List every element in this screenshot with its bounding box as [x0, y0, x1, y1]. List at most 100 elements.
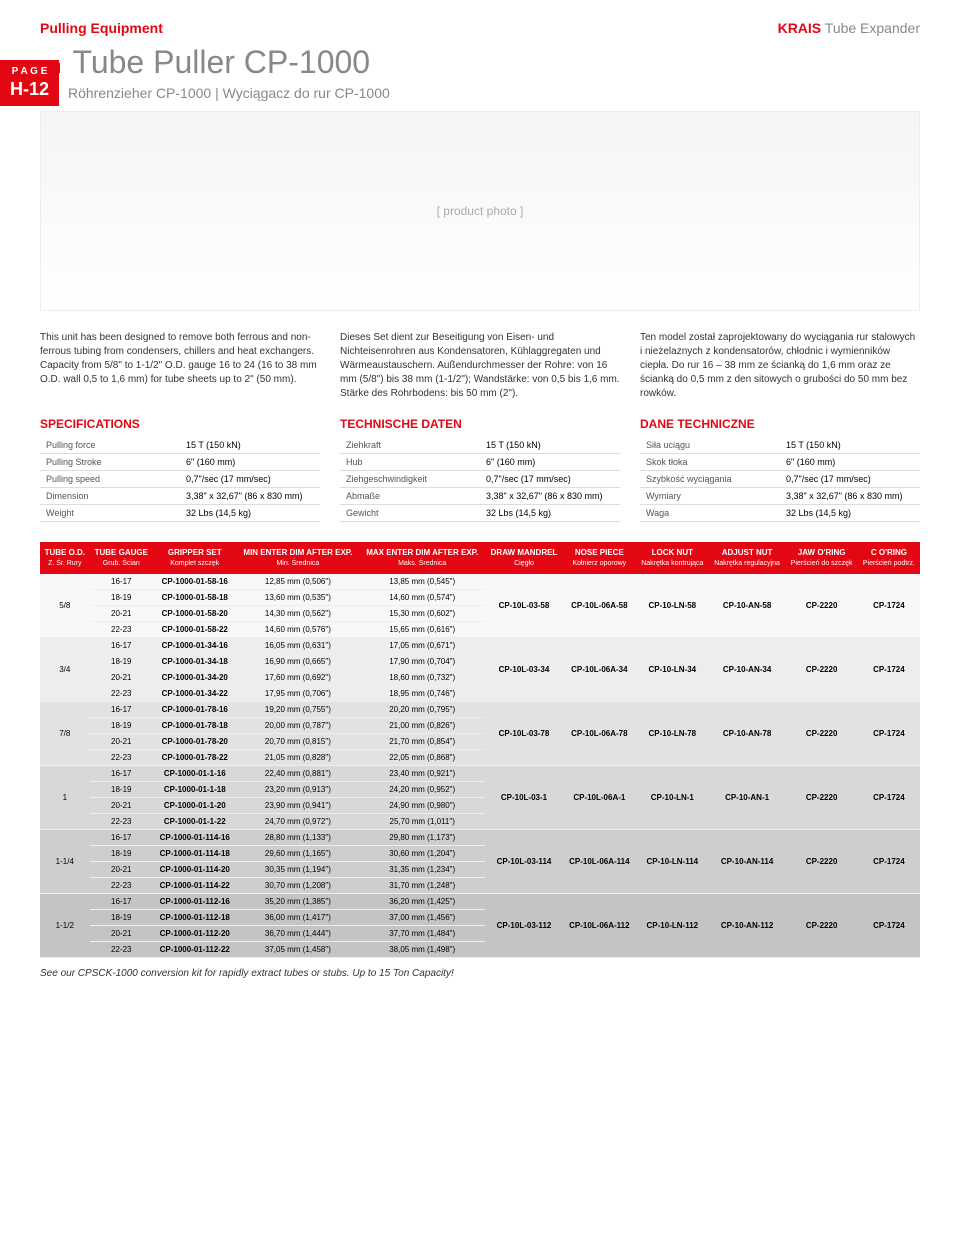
nose-cell: CP-10L-06A-78 [563, 701, 636, 765]
spec-cell: 0,7"/sec (17 mm/sec) [480, 471, 620, 488]
min-cell: 30,70 mm (1,208") [237, 877, 360, 893]
max-cell: 37,70 mm (1,484") [359, 925, 485, 941]
max-cell: 15,65 mm (0,616") [359, 621, 485, 637]
gauge-cell: 22-23 [90, 941, 153, 957]
gauge-cell: 18-19 [90, 845, 153, 861]
spec-cell: 15 T (150 kN) [780, 437, 920, 454]
max-cell: 31,35 mm (1,234") [359, 861, 485, 877]
max-cell: 18,95 mm (0,746") [359, 685, 485, 701]
cring-cell: CP-1724 [858, 893, 920, 957]
min-cell: 23,90 mm (0,941") [237, 797, 360, 813]
mandrel-cell: CP-10L-03-114 [485, 829, 563, 893]
gauge-cell: 22-23 [90, 621, 153, 637]
spec-col-2: DANE TECHNICZNESiła uciągu15 T (150 kN)S… [640, 417, 920, 522]
spec-cell: Dimension [40, 488, 180, 505]
max-cell: 22,05 mm (0,868") [359, 749, 485, 765]
mandrel-cell: CP-10L-03-34 [485, 637, 563, 701]
spec-cell: Abmaße [340, 488, 480, 505]
table-header: TUBE O.D.Z. Śr. Rury [40, 542, 90, 574]
spec-cell: 0,7"/sec (17 mm/sec) [780, 471, 920, 488]
spec-title: DANE TECHNICZNE [640, 417, 920, 431]
description-col-1: Dieses Set dient zur Beseitigung von Eis… [340, 331, 620, 401]
main-title: Tube Puller CP-1000 [72, 44, 370, 80]
max-cell: 38,05 mm (1,498") [359, 941, 485, 957]
brand-red: KRAIS [778, 20, 822, 36]
spec-cell: 15 T (150 kN) [480, 437, 620, 454]
table-header: JAW O'RINGPierścień do szczęk [785, 542, 857, 574]
adjust-cell: CP-10-AN-58 [709, 574, 786, 638]
spec-cell: Wymiary [640, 488, 780, 505]
gauge-cell: 16-17 [90, 574, 153, 590]
gripper-cell: CP-1000-01-112-18 [153, 909, 237, 925]
cring-cell: CP-1724 [858, 574, 920, 638]
gauge-cell: 22-23 [90, 685, 153, 701]
gauge-cell: 22-23 [90, 877, 153, 893]
min-cell: 28,80 mm (1,133") [237, 829, 360, 845]
footnote: See our CPSCK-1000 conversion kit for ra… [40, 968, 920, 979]
max-cell: 13,85 mm (0,545") [359, 574, 485, 590]
gripper-cell: CP-1000-01-78-20 [153, 733, 237, 749]
table-row: 7/816-17CP-1000-01-78-1619,20 mm (0,755"… [40, 701, 920, 717]
lock-cell: CP-10-LN-1 [636, 765, 709, 829]
max-cell: 29,80 mm (1,173") [359, 829, 485, 845]
spec-cell: 3,38" x 32,67" (86 x 830 mm) [780, 488, 920, 505]
table-header: TUBE GAUGEGrub. Ścian [90, 542, 153, 574]
spec-cell: 32 Lbs (14,5 kg) [180, 505, 320, 522]
brand-sub: Tube Expander [825, 20, 920, 36]
table-header: DRAW MANDRELCięgło [485, 542, 563, 574]
spec-cell: Waga [640, 505, 780, 522]
description-columns: This unit has been designed to remove bo… [40, 331, 920, 401]
gripper-cell: CP-1000-01-34-16 [153, 637, 237, 653]
spec-cell: Skok tłoka [640, 454, 780, 471]
od-cell: 3/4 [40, 637, 90, 701]
spec-cell: 6" (160 mm) [180, 454, 320, 471]
table-header: MIN ENTER DIM AFTER EXP.Min. Średnica [237, 542, 360, 574]
product-image: [ product photo ] [40, 111, 920, 311]
spec-title: SPECIFICATIONS [40, 417, 320, 431]
min-cell: 36,70 mm (1,444") [237, 925, 360, 941]
lock-cell: CP-10-LN-78 [636, 701, 709, 765]
min-cell: 23,20 mm (0,913") [237, 781, 360, 797]
max-cell: 21,00 mm (0,826") [359, 717, 485, 733]
od-cell: 5/8 [40, 574, 90, 638]
gripper-cell: CP-1000-01-34-20 [153, 669, 237, 685]
spec-cell: 32 Lbs (14,5 kg) [480, 505, 620, 522]
gauge-cell: 20-21 [90, 669, 153, 685]
gauge-cell: 18-19 [90, 909, 153, 925]
min-cell: 35,20 mm (1,385") [237, 893, 360, 909]
min-cell: 20,70 mm (0,815") [237, 733, 360, 749]
min-cell: 13,60 mm (0,535") [237, 589, 360, 605]
mandrel-cell: CP-10L-03-78 [485, 701, 563, 765]
description-col-2: Ten model został zaprojektowany do wycią… [640, 331, 920, 401]
min-cell: 14,30 mm (0,562") [237, 605, 360, 621]
gripper-cell: CP-1000-01-114-16 [153, 829, 237, 845]
gauge-cell: 18-19 [90, 781, 153, 797]
table-header: NOSE PIECEKołnierz oporowy [563, 542, 636, 574]
gauge-cell: 18-19 [90, 717, 153, 733]
spec-cell: Pulling force [40, 437, 180, 454]
adjust-cell: CP-10-AN-1 [709, 765, 786, 829]
min-cell: 16,05 mm (0,631") [237, 637, 360, 653]
table-header: LOCK NUTNakrętka kontrująca [636, 542, 709, 574]
spec-cell: 6" (160 mm) [480, 454, 620, 471]
spec-cell: Ziehgeschwindigkeit [340, 471, 480, 488]
gripper-cell: CP-1000-01-112-22 [153, 941, 237, 957]
min-cell: 12,85 mm (0,506") [237, 574, 360, 590]
subtitle: Röhrenzieher CP-1000 | Wyciągacz do rur … [68, 85, 920, 101]
lock-cell: CP-10-LN-114 [636, 829, 709, 893]
page-tab: P A G E H-12 [0, 60, 59, 106]
nose-cell: CP-10L-06A-58 [563, 574, 636, 638]
jaw-cell: CP-2220 [785, 765, 857, 829]
gauge-cell: 18-19 [90, 589, 153, 605]
max-cell: 24,20 mm (0,952") [359, 781, 485, 797]
min-cell: 30,35 mm (1,194") [237, 861, 360, 877]
jaw-cell: CP-2220 [785, 829, 857, 893]
max-cell: 23,40 mm (0,921") [359, 765, 485, 781]
max-cell: 14,60 mm (0,574") [359, 589, 485, 605]
nose-cell: CP-10L-06A-112 [563, 893, 636, 957]
spec-col-1: TECHNISCHE DATENZiehkraft15 T (150 kN)Hu… [340, 417, 620, 522]
min-cell: 20,00 mm (0,787") [237, 717, 360, 733]
max-cell: 21,70 mm (0,854") [359, 733, 485, 749]
spec-cell: Gewicht [340, 505, 480, 522]
min-cell: 14,60 mm (0,576") [237, 621, 360, 637]
